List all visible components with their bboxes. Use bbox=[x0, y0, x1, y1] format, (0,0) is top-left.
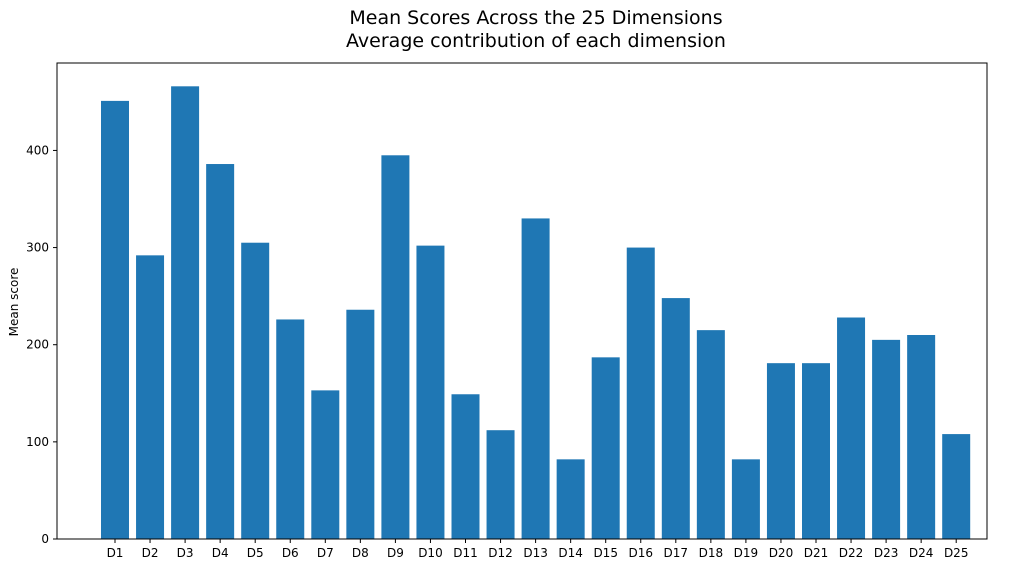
x-tick-label: D9 bbox=[387, 546, 404, 560]
x-tick-label: D22 bbox=[839, 546, 864, 560]
x-tick-label: D16 bbox=[628, 546, 653, 560]
bar-d11 bbox=[451, 394, 480, 539]
bar-d24 bbox=[907, 335, 936, 539]
x-tick-label: D6 bbox=[282, 546, 299, 560]
bar-d2 bbox=[136, 255, 165, 539]
plot-frame bbox=[56, 62, 988, 540]
y-axis-label: Mean score bbox=[7, 268, 21, 337]
bars-layer bbox=[101, 86, 971, 540]
bar-d19 bbox=[731, 459, 760, 539]
y-tick-label: 100 bbox=[26, 435, 49, 449]
bar-d4 bbox=[206, 164, 235, 539]
bar-d21 bbox=[802, 363, 830, 539]
x-tick-label: D7 bbox=[317, 546, 334, 560]
bar-d22 bbox=[837, 317, 866, 539]
x-tick-label: D18 bbox=[699, 546, 724, 560]
bar-d16 bbox=[626, 247, 655, 539]
x-tick-label: D23 bbox=[874, 546, 899, 560]
bar-d13 bbox=[521, 218, 550, 539]
x-tick-label: D20 bbox=[769, 546, 794, 560]
chart-title: Mean Scores Across the 25 Dimensions bbox=[349, 7, 722, 29]
x-tick-label: D11 bbox=[453, 546, 478, 560]
bar-d1 bbox=[101, 100, 129, 539]
bar-d17 bbox=[661, 298, 690, 539]
x-tick-label: D17 bbox=[664, 546, 689, 560]
bar-d15 bbox=[591, 357, 620, 539]
x-tick-label: D10 bbox=[418, 546, 443, 560]
bar-d9 bbox=[381, 155, 410, 540]
bar-d7 bbox=[311, 390, 340, 539]
bar-d10 bbox=[416, 245, 445, 539]
bar-d18 bbox=[696, 330, 725, 539]
y-tick-label: 200 bbox=[26, 338, 49, 352]
x-tick-label: D25 bbox=[944, 546, 969, 560]
x-tick-label: D14 bbox=[558, 546, 583, 560]
x-axis-ticks: D1 D2 D3 D4 D5 D6 D7 D8 D9 D10 D11 D12 D13 D14 D15 D16 D… bbox=[107, 539, 969, 560]
x-tick-label: D21 bbox=[804, 546, 829, 560]
x-tick-label: D2 bbox=[142, 546, 159, 560]
y-tick-label: 0 bbox=[41, 532, 49, 546]
x-tick-label: D19 bbox=[734, 546, 759, 560]
x-tick-label: D12 bbox=[488, 546, 513, 560]
x-tick-label: D3 bbox=[177, 546, 194, 560]
bar-d14 bbox=[556, 459, 585, 539]
x-tick-label: D24 bbox=[909, 546, 934, 560]
bar-d12 bbox=[486, 430, 515, 539]
x-tick-label: D13 bbox=[523, 546, 548, 560]
x-tick-label: D8 bbox=[352, 546, 369, 560]
x-tick-label: D5 bbox=[247, 546, 264, 560]
chart-subtitle: Average contribution of each dimension bbox=[346, 30, 726, 52]
y-axis-ticks: 0 100 200 300 400 bbox=[26, 143, 57, 546]
bar-d6 bbox=[276, 319, 305, 539]
x-tick-label: D15 bbox=[593, 546, 618, 560]
bar-d20 bbox=[766, 363, 795, 539]
bar-d5 bbox=[241, 242, 270, 539]
bar-d23 bbox=[872, 339, 901, 539]
bar-d8 bbox=[346, 309, 375, 539]
x-tick-label: D4 bbox=[212, 546, 229, 560]
bar-d25 bbox=[942, 434, 971, 539]
y-tick-label: 400 bbox=[26, 143, 49, 157]
x-tick-label: D1 bbox=[107, 546, 124, 560]
bar-d3 bbox=[171, 86, 200, 539]
y-tick-label: 300 bbox=[26, 241, 49, 255]
